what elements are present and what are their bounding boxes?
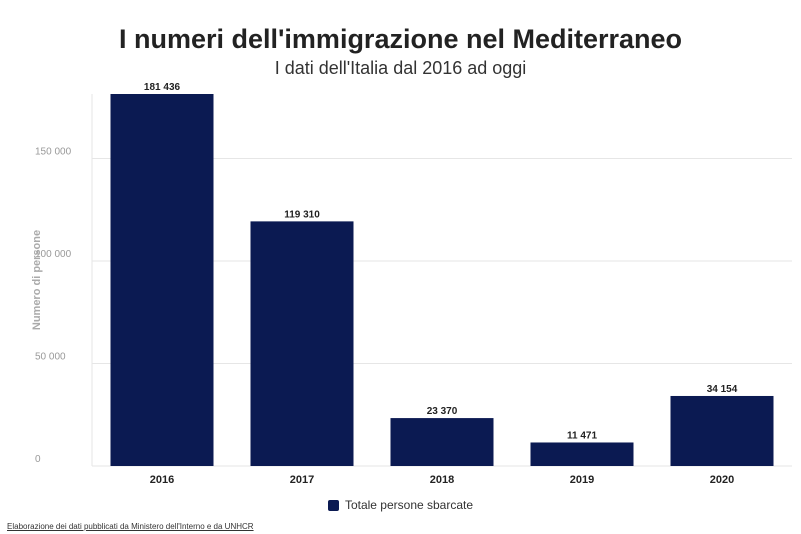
y-tick-label: 50 000 bbox=[35, 351, 66, 362]
bar-value-label: 34 154 bbox=[707, 384, 738, 395]
x-tick-label: 2020 bbox=[710, 474, 734, 486]
bar-2016[interactable] bbox=[110, 94, 214, 466]
bar-2017[interactable] bbox=[250, 221, 354, 466]
y-axis-label: Numero di persone bbox=[31, 230, 43, 330]
bar-value-label: 11 471 bbox=[567, 430, 597, 441]
chart-subtitle: I dati dell'Italia dal 2016 ad oggi bbox=[274, 58, 527, 78]
y-tick-label: 0 bbox=[35, 454, 41, 465]
bar-2018[interactable] bbox=[390, 418, 494, 466]
bar-2019[interactable] bbox=[530, 442, 634, 466]
bar-value-label: 23 370 bbox=[427, 406, 458, 417]
bar-value-label: 119 310 bbox=[284, 209, 320, 220]
x-tick-label: 2017 bbox=[290, 474, 314, 486]
x-tick-label: 2019 bbox=[570, 474, 594, 486]
chart-legend[interactable]: Totale persone sbarcate bbox=[0, 498, 801, 512]
source-link[interactable]: Elaborazione dei dati pubblicati da Mini… bbox=[7, 522, 254, 531]
x-tick-label: 2018 bbox=[430, 474, 454, 486]
legend-label: Totale persone sbarcate bbox=[344, 498, 474, 512]
bar-2020[interactable] bbox=[670, 395, 774, 466]
y-tick-label: 150 000 bbox=[35, 146, 72, 157]
y-tick-label: 100 000 bbox=[35, 249, 72, 260]
bar-value-label: 181 436 bbox=[144, 82, 181, 93]
chart-title: I numeri dell'immigrazione nel Mediterra… bbox=[118, 24, 683, 54]
x-tick-label: 2016 bbox=[150, 474, 174, 486]
legend-swatch bbox=[327, 499, 339, 511]
